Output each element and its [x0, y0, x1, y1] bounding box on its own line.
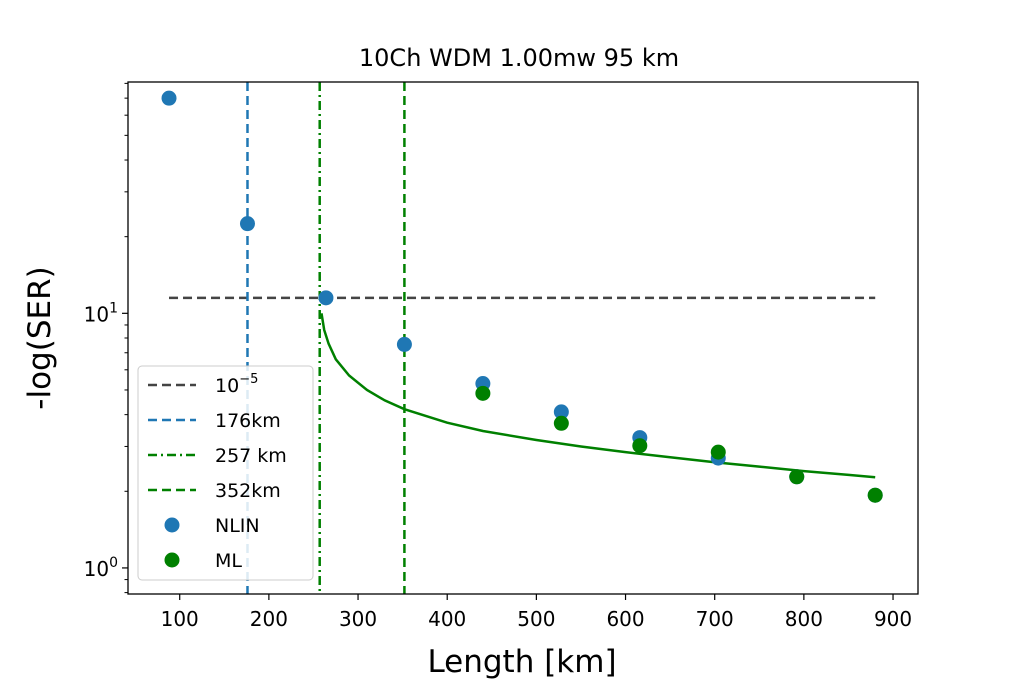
data-point-ml-4: [710, 444, 726, 460]
legend-label-ml: ML: [215, 550, 242, 572]
data-point-ml-1: [475, 385, 491, 401]
x-tick-label: 500: [517, 607, 555, 631]
data-point-ml-3: [632, 438, 648, 454]
legend-label-nlin: NLIN: [215, 515, 260, 537]
plot-area: 100 200 300 400 500 600 700 800 900 100 101 10−5 176…: [84, 81, 919, 631]
legend-label-1: 10−5: [215, 372, 258, 397]
legend: 10−5 176km 257 km 352km NLIN ML: [137, 365, 314, 581]
x-tick-label: 300: [339, 607, 377, 631]
x-tick-label: 700: [696, 607, 734, 631]
legend-marker-ml: [164, 552, 180, 568]
data-point-nlin-3: [318, 290, 334, 306]
legend-label-3: 257 km: [215, 445, 287, 467]
y-axis-label: -log(SER): [22, 266, 58, 409]
legend-label-2: 176km: [215, 410, 281, 432]
x-tick-label: 800: [785, 607, 823, 631]
x-tick-label: 100: [161, 607, 199, 631]
legend-marker-nlin: [164, 517, 180, 533]
fit-curve: [320, 313, 876, 479]
x-tick-label: 200: [250, 607, 288, 631]
legend-box: [137, 365, 314, 581]
data-point-ml-5: [789, 469, 805, 485]
data-point-nlin-2: [239, 216, 255, 232]
y-tick-label: 101: [84, 300, 118, 326]
data-point-nlin-6: [553, 404, 569, 420]
data-point-ml-6: [867, 487, 883, 503]
chart-title: 10Ch WDM 1.00mw 95 km: [359, 44, 679, 72]
series-ml: [475, 385, 883, 503]
x-tick-label: 600: [606, 607, 644, 631]
data-point-ml-2: [553, 415, 569, 431]
y-tick-label: 100: [84, 555, 118, 581]
x-axis-label: Length [km]: [427, 644, 616, 680]
data-point-nlin-4: [396, 336, 412, 352]
data-point-nlin-1: [161, 90, 177, 106]
legend-label-4: 352km: [215, 480, 281, 502]
x-tick-label: 400: [428, 607, 466, 631]
x-tick-label: 900: [874, 607, 912, 631]
